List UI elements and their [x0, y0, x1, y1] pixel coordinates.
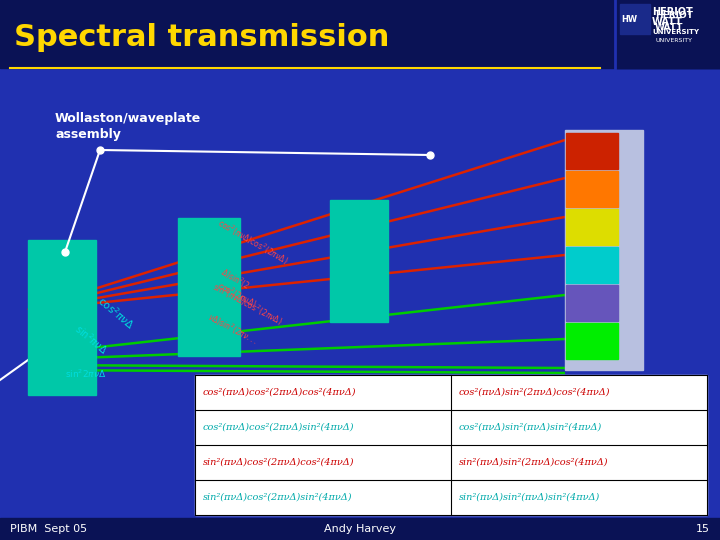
Bar — [566, 247, 618, 283]
Text: HERIOT: HERIOT — [652, 7, 693, 17]
Text: cos²(πνΔ)cos²(2πνΔ)sin²(4πνΔ): cos²(πνΔ)cos²(2πνΔ)sin²(4πνΔ) — [203, 423, 354, 432]
Text: sin²(πνΔ)sin²(πνΔ)sin²(4πνΔ): sin²(πνΔ)sin²(πνΔ)sin²(4πνΔ) — [459, 493, 600, 502]
Bar — [566, 323, 618, 359]
Text: $\nu\Delta)\sin^2\!(2\pi\nu...$: $\nu\Delta)\sin^2\!(2\pi\nu...$ — [205, 310, 260, 348]
Bar — [620, 4, 650, 34]
Bar — [566, 209, 618, 245]
Text: Andy Harvey: Andy Harvey — [324, 524, 396, 534]
Text: Spectral transmission: Spectral transmission — [14, 24, 390, 52]
Text: WATT: WATT — [655, 24, 683, 32]
Text: $\cos^2\!(2\pi\nu\Delta)$: $\cos^2\!(2\pi\nu\Delta)$ — [215, 279, 259, 311]
Text: $\sin^2\!2\pi\nu\Delta$: $\sin^2\!2\pi\nu\Delta$ — [65, 368, 107, 380]
Bar — [565, 130, 643, 370]
Text: 15: 15 — [696, 524, 710, 534]
Bar — [195, 375, 707, 515]
Text: $\Delta)\sin^2\!(2$: $\Delta)\sin^2\!(2$ — [218, 266, 252, 293]
Bar — [28, 240, 96, 395]
Text: sin²(πνΔ)sin²(2πνΔ)cos²(4πνΔ): sin²(πνΔ)sin²(2πνΔ)cos²(4πνΔ) — [459, 458, 608, 467]
Text: Wollaston/waveplate
assembly: Wollaston/waveplate assembly — [55, 112, 202, 141]
Text: WATT: WATT — [652, 17, 683, 27]
Bar — [178, 218, 240, 356]
Text: cos²(πνΔ)sin²(πνΔ)sin²(4πνΔ): cos²(πνΔ)sin²(πνΔ)sin²(4πνΔ) — [459, 423, 602, 432]
Text: PIBM  Sept 05: PIBM Sept 05 — [10, 524, 87, 534]
Text: UNIVERSITY: UNIVERSITY — [652, 29, 699, 35]
Bar — [566, 133, 618, 169]
Text: HERIOT: HERIOT — [655, 10, 693, 19]
Text: $\sin^2\!(\pi\nu\Delta)\cos^2\!(2\pi\nu\Delta)$: $\sin^2\!(\pi\nu\Delta)\cos^2\!(2\pi\nu\… — [210, 280, 284, 328]
Text: $\sin^2\!\pi\nu\Delta$: $\sin^2\!\pi\nu\Delta$ — [72, 322, 110, 357]
Polygon shape — [600, 0, 720, 68]
Bar — [0, 0, 720, 68]
Text: UNIVERSITY: UNIVERSITY — [655, 38, 692, 44]
Text: $\cos^2\!(\pi\nu\Delta)\cos^2\!(2\pi\nu\Delta)$: $\cos^2\!(\pi\nu\Delta)\cos^2\!(2\pi\nu\… — [215, 217, 290, 268]
Bar — [566, 285, 618, 321]
Text: $\cos^2\!\pi\nu\Delta$: $\cos^2\!\pi\nu\Delta$ — [95, 293, 138, 332]
Text: cos²(πνΔ)sin²(2πνΔ)cos²(4πνΔ): cos²(πνΔ)sin²(2πνΔ)cos²(4πνΔ) — [459, 388, 611, 397]
Bar — [0, 518, 720, 540]
Text: cos²(πνΔ)cos²(2πνΔ)cos²(4πνΔ): cos²(πνΔ)cos²(2πνΔ)cos²(4πνΔ) — [203, 388, 356, 397]
Bar — [615, 0, 720, 68]
Bar — [566, 171, 618, 207]
Text: sin²(πνΔ)cos²(2πνΔ)sin²(4πνΔ): sin²(πνΔ)cos²(2πνΔ)sin²(4πνΔ) — [203, 493, 353, 502]
Text: sin²(πνΔ)cos²(2πνΔ)cos²(4πνΔ): sin²(πνΔ)cos²(2πνΔ)cos²(4πνΔ) — [203, 458, 354, 467]
Bar — [330, 200, 388, 322]
Text: HW: HW — [621, 16, 637, 24]
